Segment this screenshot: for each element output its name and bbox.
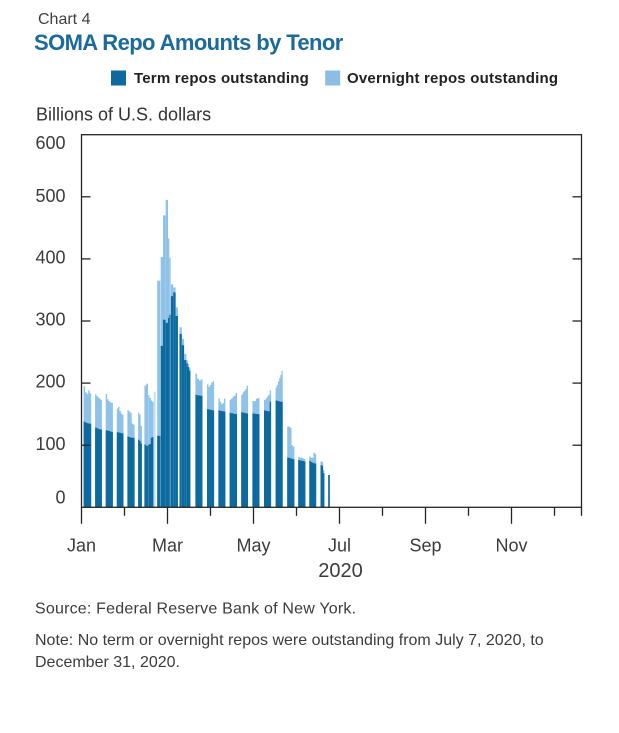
svg-text:Overnight repos outstanding: Overnight repos outstanding — [347, 70, 558, 87]
svg-text:100: 100 — [35, 434, 65, 454]
svg-text:December 31, 2020.: December 31, 2020. — [35, 654, 180, 671]
svg-text:500: 500 — [35, 186, 65, 206]
svg-text:0: 0 — [55, 488, 65, 508]
svg-text:200: 200 — [35, 372, 65, 392]
svg-text:2020: 2020 — [318, 560, 363, 582]
svg-text:Chart 4: Chart 4 — [38, 11, 91, 28]
svg-text:Sep: Sep — [409, 536, 441, 556]
svg-text:Jul: Jul — [328, 536, 351, 556]
svg-text:Mar: Mar — [152, 536, 183, 556]
svg-text:Jan: Jan — [67, 536, 96, 556]
svg-text:Billions of U.S. dollars: Billions of U.S. dollars — [36, 105, 211, 125]
svg-text:400: 400 — [35, 248, 65, 268]
svg-text:Note: No term or overnight rep: Note: No term or overnight repos were ou… — [35, 632, 544, 649]
svg-text:Nov: Nov — [495, 536, 527, 556]
svg-text:600: 600 — [35, 133, 65, 153]
svg-text:Term repos outstanding: Term repos outstanding — [134, 70, 309, 87]
svg-text:300: 300 — [35, 310, 65, 330]
svg-text:May: May — [236, 536, 270, 556]
svg-text:SOMA Repo Amounts by Tenor: SOMA Repo Amounts by Tenor — [34, 30, 344, 55]
svg-text:Source: Federal Reserve Bank o: Source: Federal Reserve Bank of New York… — [35, 601, 356, 618]
